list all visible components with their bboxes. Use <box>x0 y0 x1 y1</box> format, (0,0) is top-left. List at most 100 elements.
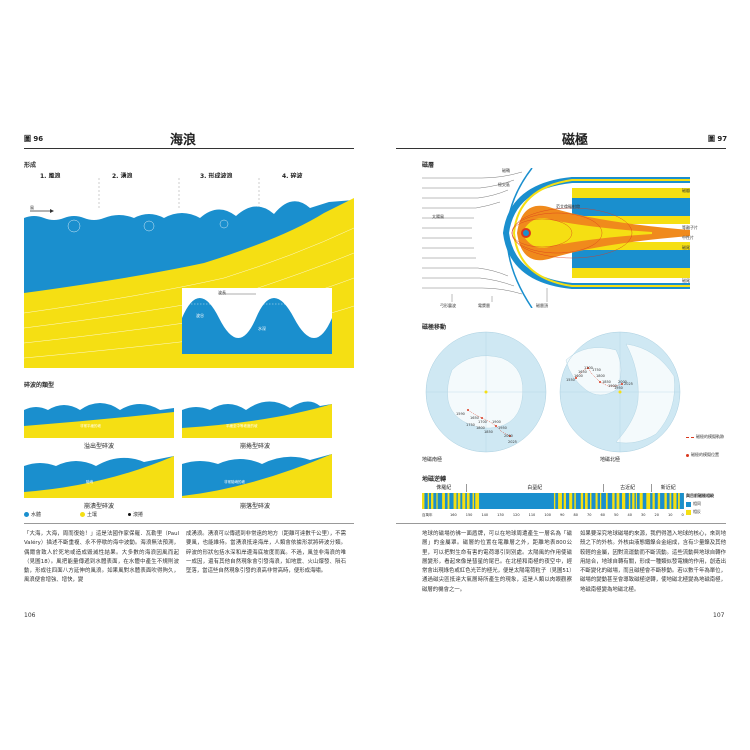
body-text-right-col2: 如果要深究地球磁場的來源，我們得潛入地球的核心，來到地殼之下的外核。外核由液態鐵… <box>580 531 726 593</box>
legend-position: 磁極的模擬位置 <box>686 452 719 458</box>
south-year-2025: 2025 <box>508 440 517 444</box>
polarity-stripe <box>657 493 661 509</box>
stage-2-label: 2. 湧浪 <box>112 173 133 180</box>
section-formation: 形成 <box>24 162 37 169</box>
label-plasma-sheet: 等離子片 <box>682 225 698 230</box>
south-year-1850: 1850 <box>484 430 493 434</box>
label-polar-cusp: 極尖區 <box>498 182 510 187</box>
polarity-stripe <box>673 493 677 509</box>
body-text-left-col1: 「大海，大海，周而復始！」這是法國作家保羅．瓦勒里（Paul Valéry）描述… <box>24 531 179 584</box>
north-year-1600: 1600 <box>574 374 583 378</box>
tick-40: 40 <box>627 513 632 517</box>
page-number-right: 107 <box>713 612 725 619</box>
polarity-legend-normal: 相同 <box>686 501 701 507</box>
polarity-stripe <box>574 493 576 509</box>
breaker-spilling-diagram <box>24 403 174 438</box>
polarity-legend-reverse: 相反 <box>686 509 701 515</box>
polarity-stripe <box>431 493 434 509</box>
legend-track-label: 磁極的模擬軌跡 <box>696 434 724 439</box>
polarity-normal-label: 相同 <box>693 501 701 506</box>
legend-soil: 土壤 <box>80 511 97 518</box>
polarity-stripe <box>472 493 475 509</box>
north-pole-label: 地磁北極 <box>600 457 621 463</box>
polarity-stripe <box>436 493 438 509</box>
title-rule-right <box>396 148 726 149</box>
section-magnetosphere: 磁層 <box>422 162 435 169</box>
polarity-stripe <box>585 493 588 509</box>
inset-trough: 波谷 <box>196 313 204 318</box>
page-title-left: 海浪 <box>170 133 197 148</box>
polarity-stripe <box>639 493 643 509</box>
polarity-stripe <box>632 493 635 509</box>
legend-water-label: 水體 <box>31 512 42 518</box>
label-van-allen-belt: 范艾倫輻射帶 <box>556 204 580 209</box>
label-magnetosheath: 磁鞘 <box>502 168 510 173</box>
polarity-stripe <box>466 493 470 509</box>
polarity-legend-title: 與目前磁極相較 <box>686 493 714 498</box>
timescale-ticks: 160 150 140 130 120 110 100 90 80 70 60 … <box>450 513 684 519</box>
stage-3-label: 3. 形成波浪 <box>200 173 233 180</box>
polarity-stripe <box>678 493 680 509</box>
wave-formation-diagram <box>24 178 354 368</box>
page-number-left: 106 <box>24 612 36 619</box>
south-year-1650: 1650 <box>470 416 479 420</box>
period-paleogene: 古近紀 <box>604 484 653 492</box>
stage-4-label: 4. 碎波 <box>282 173 303 180</box>
polarity-stripe <box>422 493 425 509</box>
tick-80: 80 <box>573 513 578 517</box>
tick-140: 140 <box>481 513 489 517</box>
north-year-1750: 1750 <box>592 368 601 372</box>
tick-130: 130 <box>497 513 504 517</box>
polarity-stripe <box>447 493 450 509</box>
magnetosphere-diagram <box>422 168 690 308</box>
legend-track: 磁極的模擬軌跡 <box>686 434 724 440</box>
body-text-right-col1: 地球的磁場彷彿一面盾牌，可以在地球周遭產生一層名為「磁層」的金屬罩。磁層的位置在… <box>422 531 572 593</box>
tick-20: 20 <box>654 513 659 517</box>
north-pole-map <box>559 331 681 453</box>
breaker-plunging-note: 平緩至中等坡度的坡 <box>226 424 258 428</box>
inset-crest: 波長 <box>218 290 226 295</box>
legend-roll-label: 滾捲 <box>133 512 144 518</box>
breaker-surging-name: 崩落型碎波 <box>240 503 271 510</box>
polarity-stripe <box>669 493 672 509</box>
polarity-stripe <box>616 493 620 509</box>
period-jurassic: 侏羅紀 <box>422 484 467 492</box>
north-year-1850: 1850 <box>602 380 611 384</box>
breaker-spilling-name: 溢出型碎波 <box>84 443 115 450</box>
tick-90: 90 <box>560 513 565 517</box>
section-breaker-types: 碎波的類型 <box>24 382 55 389</box>
polarity-stripe <box>558 493 562 509</box>
wind-label: 風 <box>30 205 34 210</box>
north-year-1800: 1800 <box>596 374 605 378</box>
page-title-right: 磁極 <box>562 133 589 148</box>
tick-160: 160 <box>450 513 457 517</box>
polarity-stripe <box>553 493 556 509</box>
roll-swatch <box>128 513 131 516</box>
south-year-1700: 1700 <box>478 420 487 424</box>
figure-number-left: 圖 96 <box>24 135 44 143</box>
south-year-2000: 2000 <box>504 434 513 438</box>
legend-position-label: 磁極的模擬位置 <box>691 452 719 457</box>
polarity-stripe <box>605 493 608 509</box>
section-reversal: 地磁逆轉 <box>422 476 447 483</box>
label-solar-wind: 太陽風 <box>432 214 444 219</box>
tick-0: 0 <box>681 513 684 517</box>
north-year-1900: 1900 <box>608 384 617 388</box>
soil-swatch <box>80 512 85 517</box>
north-year-2000: 2000 <box>618 380 627 384</box>
polarity-stripe <box>600 493 602 509</box>
water-swatch <box>24 512 29 517</box>
breaker-spilling-note: 非常平緩的坡 <box>80 424 101 428</box>
polarity-stripe <box>475 493 480 509</box>
normal-swatch <box>686 501 691 507</box>
reverse-swatch <box>686 509 691 515</box>
inset-depth: 水深 <box>258 326 266 331</box>
tick-150: 150 <box>465 513 473 517</box>
label-neutral-sheet: 中性片 <box>682 235 694 240</box>
north-year-1950: 1950 <box>614 386 623 390</box>
breaker-surging-note: 非常陡峭的坡 <box>224 480 245 484</box>
polarity-stripe <box>628 493 631 509</box>
south-pole-map <box>425 331 547 453</box>
south-year-1950: 1950 <box>498 426 507 430</box>
polarity-stripe <box>580 493 584 509</box>
